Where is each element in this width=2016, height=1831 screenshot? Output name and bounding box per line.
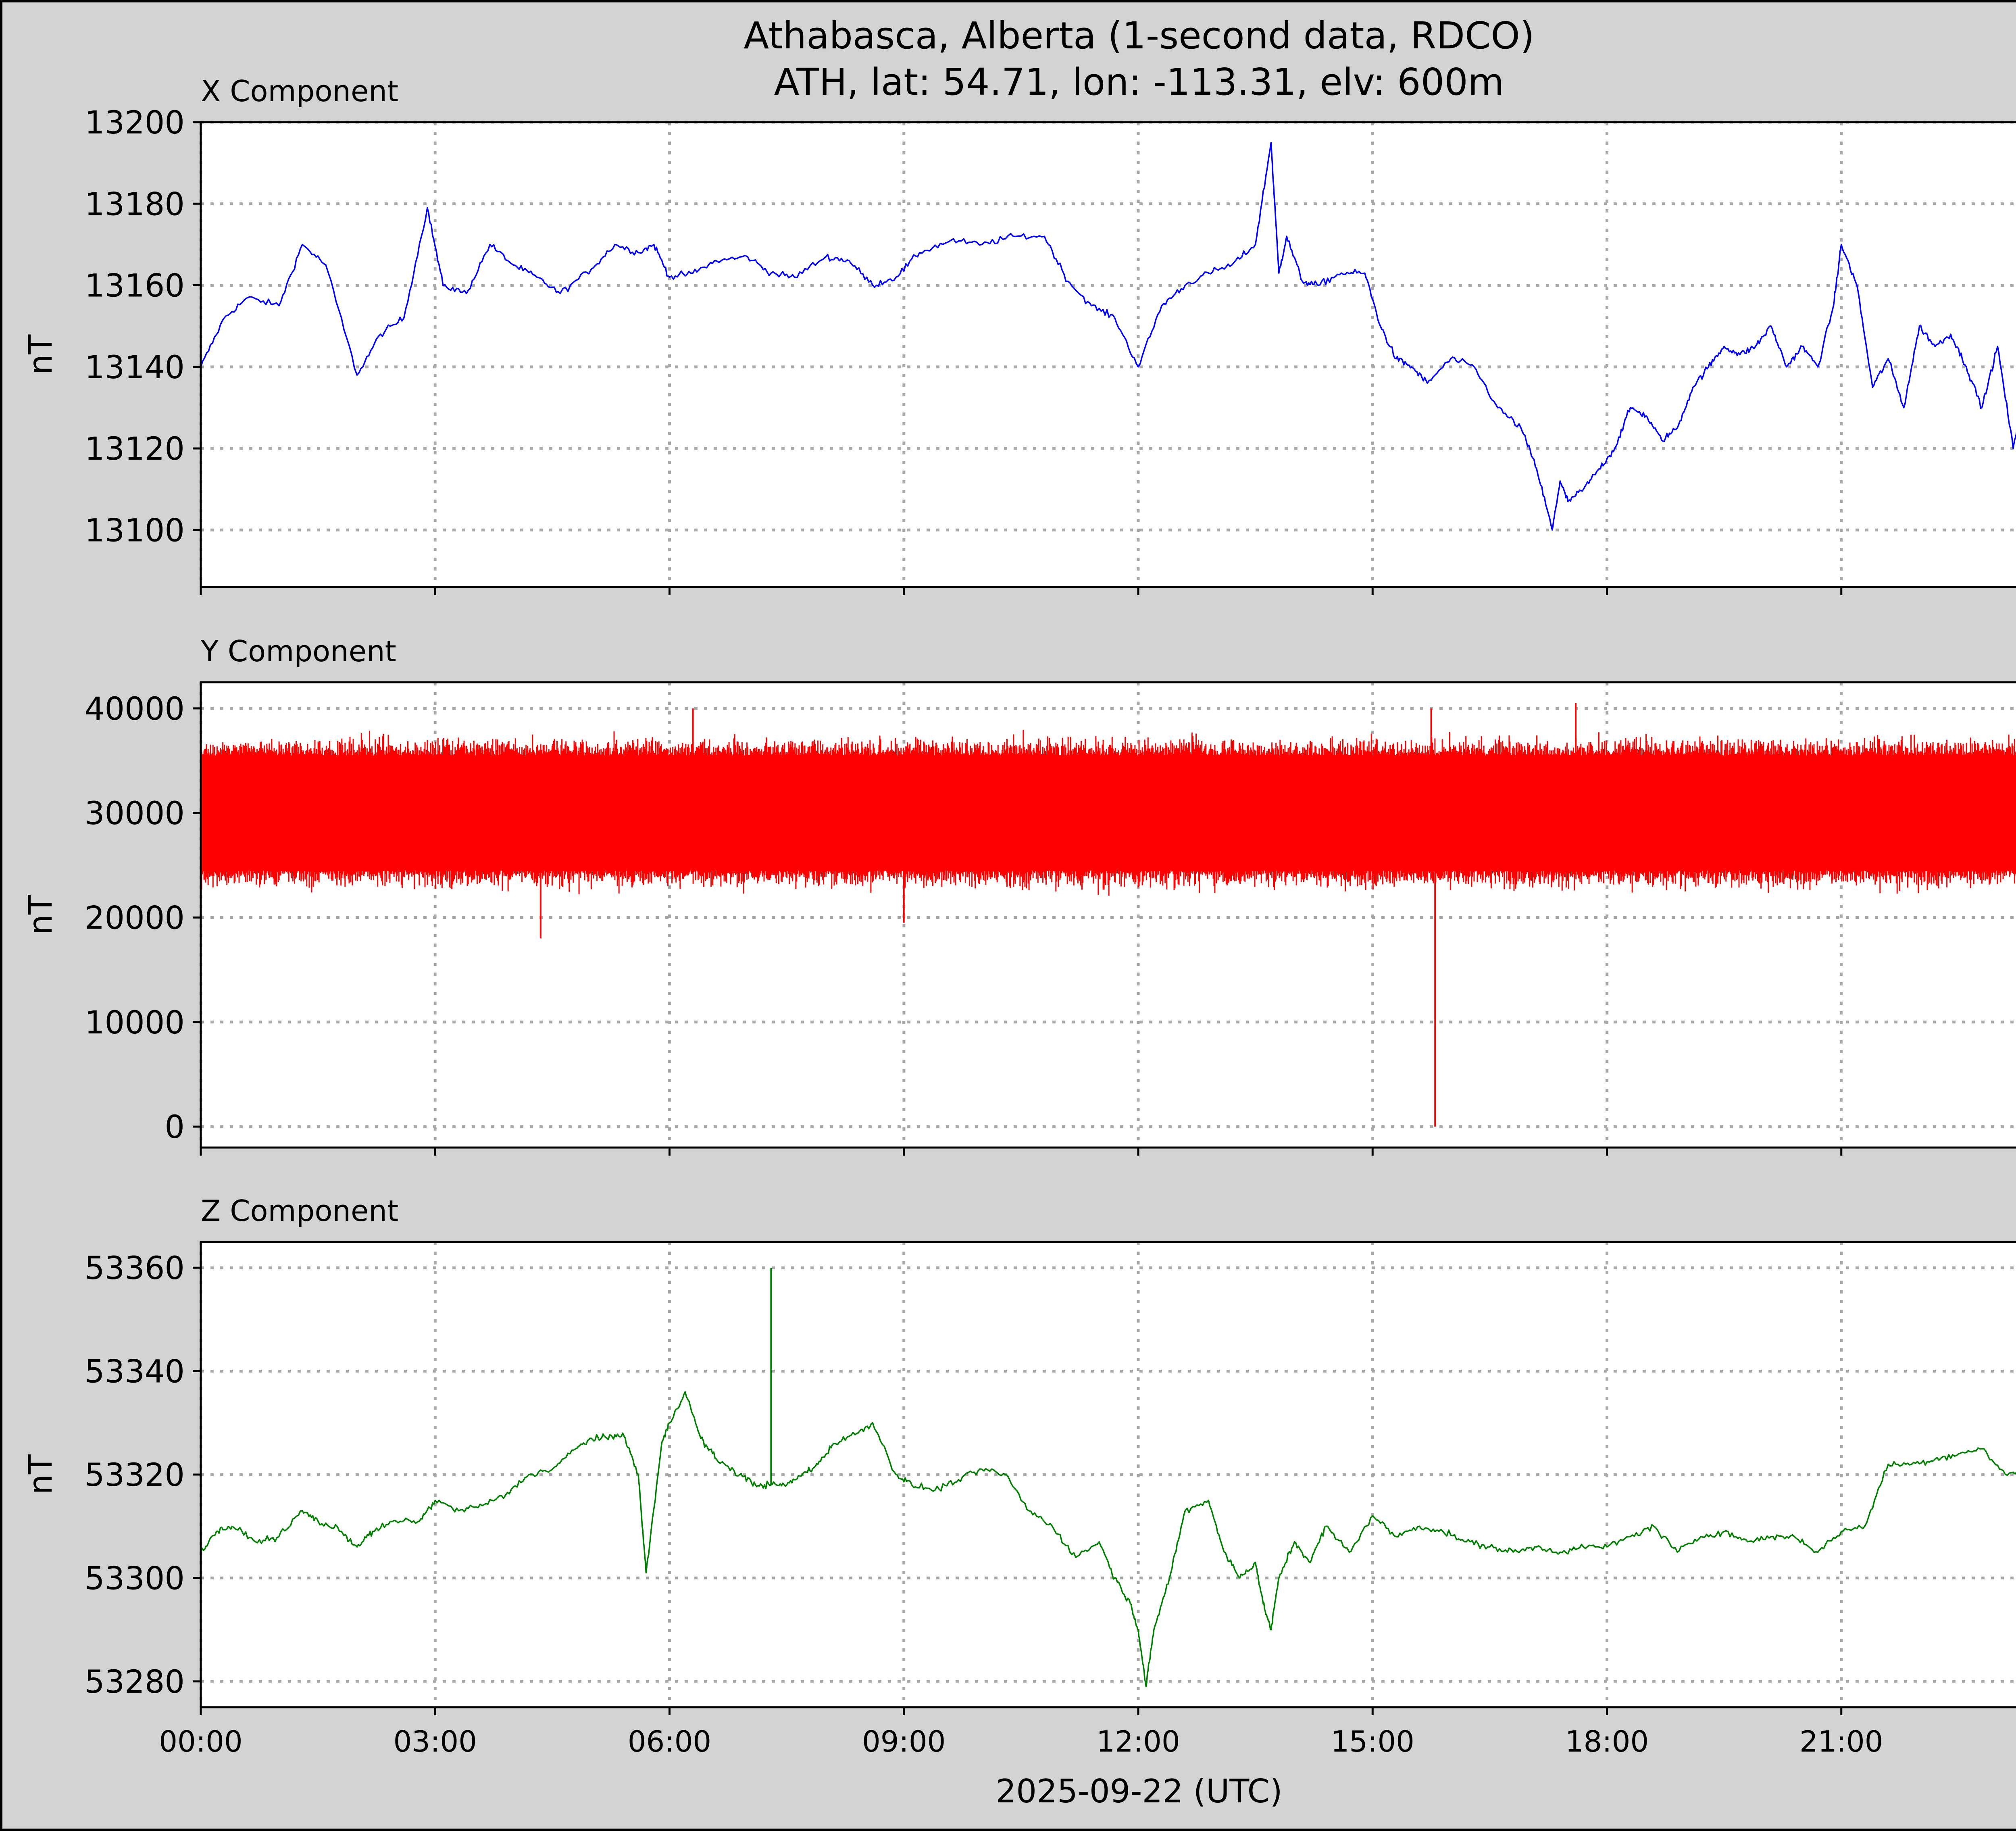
y-tick-label: 40000 (85, 691, 185, 727)
x-tick-label: 15:00 (1331, 1725, 1415, 1758)
y-tick-label: 53280 (85, 1664, 185, 1700)
plot-area (201, 122, 2016, 587)
x-tick-label: 09:00 (862, 1725, 946, 1758)
y-tick-label: 53340 (85, 1354, 185, 1390)
y-tick-label: 13200 (85, 105, 185, 141)
figure-title-line2: ATH, lat: 54.71, lon: -113.31, elv: 600m (774, 60, 1504, 104)
y-axis-label: nT (22, 334, 59, 375)
y-axis-label: nT (22, 894, 59, 935)
series-line (201, 142, 2016, 531)
panel-title: X Component (201, 74, 398, 108)
y-tick-label: 13140 (85, 350, 185, 386)
y-tick-label: 13180 (85, 186, 185, 223)
series-group (201, 1268, 2016, 1687)
y-tick-label: 13120 (85, 431, 185, 467)
y-axis-label: nT (22, 1454, 59, 1495)
x-tick-label: 18:00 (1565, 1725, 1649, 1758)
panel-title: Y Component (200, 634, 396, 668)
x-axis-tick-labels: 00:00 03:00 06:00 09:00 12:00 15:00 18:00 21:00 (159, 1725, 1883, 1758)
figure-title-line1: Athabasca, Alberta (1-second data, RDCO) (744, 14, 1534, 57)
y-tick-label: 53360 (85, 1250, 185, 1287)
y-tick-label: 13160 (85, 268, 185, 304)
series-line (201, 1391, 2016, 1687)
y-tick-label: 53300 (85, 1560, 185, 1597)
x-axis-label: 2025-09-22 (UTC) (996, 1773, 1282, 1810)
x-tick-label: 03:00 (394, 1725, 477, 1758)
panel-title: Z Component (201, 1194, 398, 1228)
x-tick-label: 06:00 (628, 1725, 712, 1758)
y-tick-label: 0 (165, 1109, 185, 1146)
series-group (201, 703, 2016, 1127)
panel-x-component: 13100 13120 13140 13160 13180 13200 X Componen… (22, 74, 2016, 595)
x-tick-label: 21:00 (1799, 1725, 1883, 1758)
y-tick-label: 20000 (85, 900, 185, 936)
y-tick-label: 10000 (85, 1005, 185, 1041)
x-tick-label: 12:00 (1096, 1725, 1180, 1758)
y-tick-label: 53320 (85, 1457, 185, 1494)
panel-z-component: 53280 53300 53320 53340 53360 Z Component nT (22, 1194, 2016, 1715)
y-tick-label: 13100 (85, 512, 185, 549)
panel-y-component: 0 10000 20000 30000 40000 Y Component nT (22, 634, 2016, 1156)
series-group (201, 142, 2016, 531)
x-tick-label: 00:00 (159, 1725, 243, 1758)
y-tick-label: 30000 (85, 796, 185, 832)
series-band-core (201, 771, 2016, 855)
